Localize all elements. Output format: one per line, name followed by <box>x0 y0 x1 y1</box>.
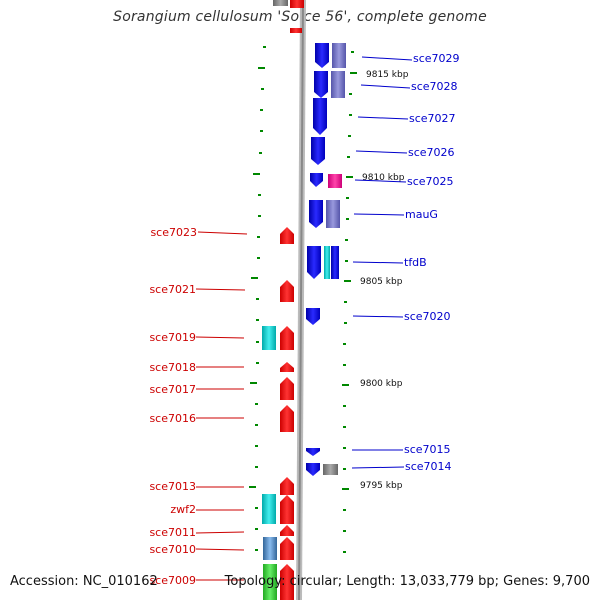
kbp-marker-9800: 9800 kbp <box>360 379 403 389</box>
gene-sce7029-ortholog <box>332 43 346 68</box>
forward-leader-lines <box>351 56 413 469</box>
gene-sce7009 <box>280 564 294 600</box>
gene-mauG-ortholog <box>326 200 340 228</box>
gene-sce7016 <box>280 405 294 432</box>
kbp-marker-9815: 9815 kbp <box>366 70 409 80</box>
gene-top-red <box>290 0 304 8</box>
label-sce7023[interactable]: sce7023 <box>150 226 197 239</box>
gene-sce7014-ortholog <box>323 464 338 475</box>
label-sce7020[interactable]: sce7020 <box>404 310 451 323</box>
label-sce7015[interactable]: sce7015 <box>404 443 451 456</box>
gene-sce7028-ortholog <box>331 71 345 98</box>
label-sce7028[interactable]: sce7028 <box>411 80 458 93</box>
gene-mauG <box>309 200 323 228</box>
tick-marks-left <box>249 46 266 551</box>
genome-backbone-core <box>298 0 304 600</box>
label-sce7029[interactable]: sce7029 <box>413 52 460 65</box>
label-sce7025[interactable]: sce7025 <box>407 175 454 188</box>
label-sce7027[interactable]: sce7027 <box>409 112 456 125</box>
gene-sce7009-ortholog <box>263 564 277 600</box>
gene-sce7023 <box>280 227 294 244</box>
gene-sce7020 <box>306 308 320 325</box>
gene-sce7017 <box>280 377 294 400</box>
gene-sce7019 <box>280 326 294 350</box>
label-sce7014[interactable]: sce7014 <box>405 460 452 473</box>
label-sce7010[interactable]: sce7010 <box>149 543 196 556</box>
kbp-marker-9810: 9810 kbp <box>362 173 405 183</box>
gene-sce7010 <box>280 537 294 560</box>
reverse-leader-lines <box>195 231 248 581</box>
accession-text: Accession: NC_010162 <box>10 574 158 589</box>
kbp-marker-9795: 9795 kbp <box>360 481 403 491</box>
gene-sce7014 <box>306 463 320 476</box>
gene-zwf2-ortholog <box>262 494 276 524</box>
label-sce7011[interactable]: sce7011 <box>149 526 196 539</box>
gene-sce7021 <box>280 280 294 302</box>
label-tfdB[interactable]: tfdB <box>404 256 427 269</box>
gene-sce7027 <box>313 98 327 135</box>
gene-tfdB-ortholog-b <box>331 246 339 279</box>
label-sce7018[interactable]: sce7018 <box>149 361 196 374</box>
gene-tfdB <box>307 246 321 279</box>
label-sce7013[interactable]: sce7013 <box>149 480 196 493</box>
gene-top-red-small <box>290 28 302 33</box>
gene-sce7025-ortholog <box>328 174 342 188</box>
gene-zwf2 <box>280 495 294 524</box>
gene-sce7010-ortholog <box>263 537 277 560</box>
gene-sce7025 <box>310 173 323 187</box>
summary-text: Topology: circular; Length: 13,033,779 b… <box>224 574 590 589</box>
gene-sce7019-ortholog <box>262 326 276 350</box>
label-sce7019[interactable]: sce7019 <box>149 331 196 344</box>
label-zwf2[interactable]: zwf2 <box>170 503 196 516</box>
kbp-marker-9805: 9805 kbp <box>360 277 403 287</box>
gene-sce7011 <box>280 525 294 536</box>
gene-sce7026 <box>311 137 325 165</box>
gene-tfdB-ortholog-a <box>324 246 330 279</box>
label-sce7026[interactable]: sce7026 <box>408 146 455 159</box>
gene-sce7028 <box>314 71 328 98</box>
forward-genes <box>306 43 346 476</box>
gene-top-gray <box>273 0 288 6</box>
gene-sce7013 <box>280 477 294 495</box>
label-sce7017[interactable]: sce7017 <box>149 383 196 396</box>
label-mauG[interactable]: mauG <box>405 208 438 221</box>
tick-marks-right <box>342 51 357 553</box>
label-sce7016[interactable]: sce7016 <box>149 412 196 425</box>
gene-sce7029 <box>315 43 329 68</box>
reverse-genes <box>262 227 294 600</box>
gene-sce7018 <box>280 362 294 372</box>
label-sce7009[interactable]: sce7009 <box>149 574 196 587</box>
gene-sce7015 <box>306 448 320 456</box>
label-sce7021[interactable]: sce7021 <box>149 283 196 296</box>
